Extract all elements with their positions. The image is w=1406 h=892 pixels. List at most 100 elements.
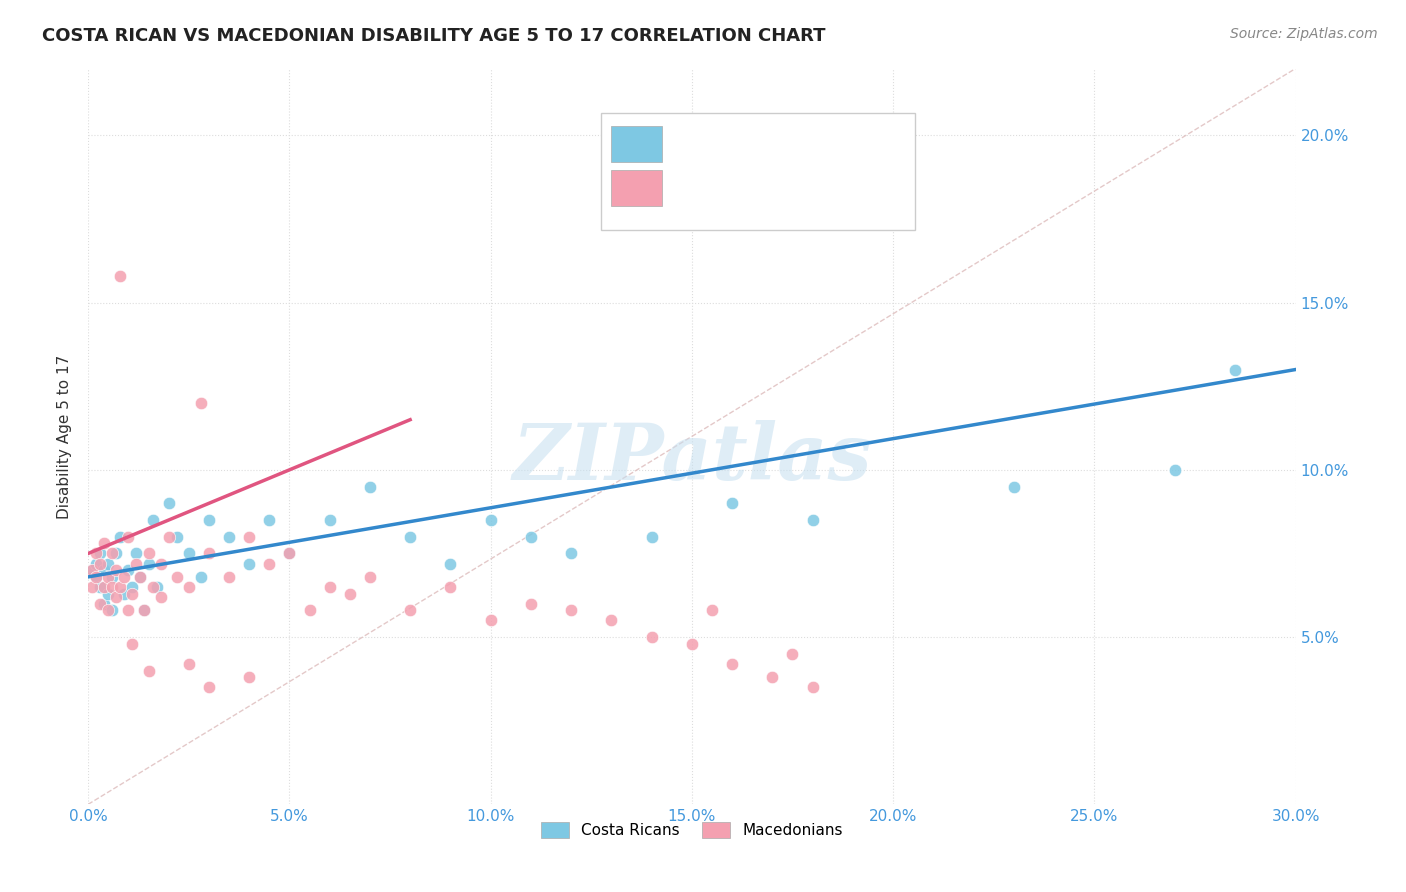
Point [190,570,212,584]
FancyBboxPatch shape [602,112,915,230]
Point [84,570,107,584]
Point [110,580,132,594]
Point [121,580,143,594]
Point [84,557,107,571]
Point [134,603,156,617]
Point [681,637,703,651]
Text: ZIPatlas: ZIPatlas [512,420,872,497]
Point [640,530,662,544]
Point [560,603,582,617]
Point [129,570,152,584]
Point [761,670,783,684]
Point [700,603,723,617]
Point [141,580,163,594]
Point [318,513,340,527]
Point [112,570,135,584]
Point [138,664,160,678]
Point [782,647,804,661]
Legend: Costa Ricans, Macedonians: Costa Ricans, Macedonians [536,816,849,845]
Point [166,570,188,584]
Point [141,513,163,527]
Point [218,570,240,584]
FancyBboxPatch shape [612,170,662,206]
Point [278,546,301,560]
Point [198,680,221,694]
Point [145,580,167,594]
Point [97,586,120,600]
Text: N = 44: N = 44 [800,133,863,151]
Point [1164,463,1187,477]
Point [112,586,135,600]
Point [138,546,160,560]
Point [278,546,301,560]
Point [238,557,260,571]
Point [149,590,172,604]
Point [101,570,124,584]
Point [138,557,160,571]
Point [110,268,132,283]
Point [479,513,502,527]
Point [93,597,115,611]
Point [520,530,543,544]
Point [97,570,120,584]
Point [82,580,104,594]
Point [640,630,662,644]
Point [125,546,148,560]
Point [105,563,128,577]
Point [238,670,260,684]
Point [1002,479,1025,493]
Point [117,530,139,544]
Point [125,557,148,571]
Point [177,580,200,594]
Point [93,580,115,594]
Point [298,603,321,617]
Point [339,586,361,600]
Point [97,557,120,571]
Point [439,557,461,571]
Point [134,603,156,617]
Point [157,496,180,510]
Point [520,597,543,611]
FancyBboxPatch shape [612,126,662,162]
Point [177,657,200,671]
Point [359,570,381,584]
Point [82,563,104,577]
Point [157,530,180,544]
Text: N = 58: N = 58 [800,178,863,195]
Point [121,586,143,600]
Point [600,613,623,627]
Point [117,603,139,617]
Text: R =  0.183: R = 0.183 [673,133,770,151]
Point [399,603,422,617]
Point [89,546,111,560]
Point [101,603,124,617]
Point [439,580,461,594]
Point [84,546,107,560]
Point [721,657,744,671]
Point [721,496,744,510]
Point [105,590,128,604]
Text: COSTA RICAN VS MACEDONIAN DISABILITY AGE 5 TO 17 CORRELATION CHART: COSTA RICAN VS MACEDONIAN DISABILITY AGE… [42,27,825,45]
Point [105,546,128,560]
Point [129,570,152,584]
Point [198,513,221,527]
Point [82,563,104,577]
Point [97,603,120,617]
Point [1225,362,1247,376]
Point [479,613,502,627]
Point [89,557,111,571]
Point [117,563,139,577]
Text: R =  0.248: R = 0.248 [673,178,770,195]
Point [399,530,422,544]
Point [198,546,221,560]
Point [177,546,200,560]
Point [238,530,260,544]
Point [121,637,143,651]
Point [110,530,132,544]
Y-axis label: Disability Age 5 to 17: Disability Age 5 to 17 [58,354,72,518]
Text: Source: ZipAtlas.com: Source: ZipAtlas.com [1230,27,1378,41]
Point [318,580,340,594]
Point [149,557,172,571]
Point [84,570,107,584]
Point [89,580,111,594]
